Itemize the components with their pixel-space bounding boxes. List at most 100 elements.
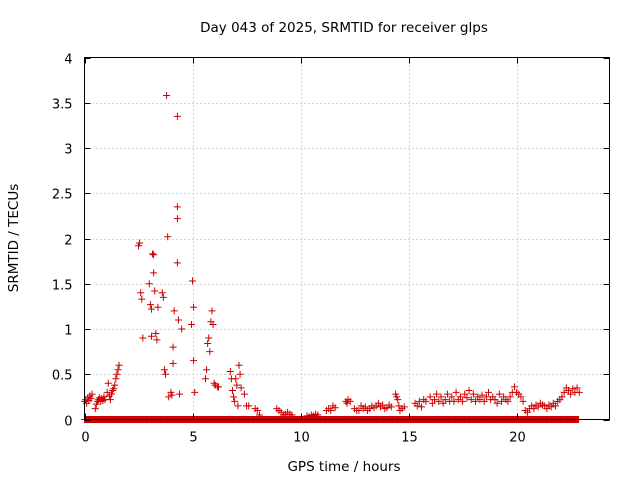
data-point [147,305,155,313]
x-tick-label: 15 [401,431,418,446]
data-point [240,390,248,398]
data-point [469,390,477,398]
data-point [173,259,181,267]
data-point [191,388,199,396]
data-point [169,343,177,351]
data-point [560,388,568,396]
data-point [149,250,157,258]
data-point [450,397,458,405]
data-point [374,399,382,407]
data-point [111,381,119,389]
data-point [110,385,118,393]
data-point [543,405,551,413]
data-point [173,203,181,211]
data-point [169,359,177,367]
data-point [163,92,171,100]
data-point [435,397,443,405]
data-point [170,307,178,315]
data-point [551,402,559,410]
data-point [441,396,449,404]
data-point [567,390,575,398]
tick-labels-layer: 0 0.5 1 1.5 2 2.5 3 3.5 4 0 5 10 15 20 [52,53,526,446]
data-point [147,332,155,340]
data-point [139,334,147,342]
data-point [114,366,122,374]
y-tick-label: 3.5 [52,98,73,113]
data-point [104,379,112,387]
data-point [428,399,436,407]
x-tick-label: 0 [81,431,89,446]
data-point [547,403,555,411]
data-point [413,402,421,410]
data-point [235,361,243,369]
data-point [214,383,222,391]
data-point [178,325,186,333]
data-point [482,393,490,401]
data-point [109,387,117,395]
data-point [115,361,123,369]
data-points-layer [81,92,583,421]
data-point [463,394,471,402]
x-tick-label: 10 [293,431,310,446]
data-point [426,393,434,401]
data-point [206,348,214,356]
data-point [88,390,96,398]
data-point [472,397,480,405]
plot-frame [84,57,610,420]
data-point [331,404,339,412]
data-point [205,334,213,342]
data-point [510,383,518,391]
data-point [150,251,158,259]
data-point [379,401,387,409]
data-point [355,406,363,414]
data-point [150,269,158,277]
data-point [236,370,244,378]
data-point [465,387,473,395]
data-point [162,370,170,378]
data-point [137,289,145,297]
data-point [233,381,241,389]
y-tick-label: 0.5 [52,369,73,384]
data-point [558,393,566,401]
data-point [210,379,218,387]
y-tick-label: 4 [64,53,72,68]
y-tick-label: 2.5 [52,188,73,203]
data-point [361,403,369,411]
data-point [452,388,460,396]
data-point [165,393,173,401]
data-point [136,239,144,247]
data-point [288,411,296,419]
data-point [418,403,426,411]
data-point [190,303,198,311]
data-point [231,397,239,405]
x-axis-label: GPS time / hours [287,459,400,475]
x-tick-label: 5 [189,431,197,446]
data-point [415,397,423,405]
data-point [256,411,263,419]
data-point [152,330,160,338]
data-point [575,388,583,396]
data-point [138,295,146,303]
data-point [480,397,488,405]
y-tick-label: 1.5 [52,279,73,294]
data-point [394,396,402,404]
data-point [151,287,159,295]
data-point [154,303,162,311]
data-point [230,393,238,401]
data-point [208,307,216,315]
data-point [476,396,484,404]
data-point [146,301,154,309]
y-tick-label: 0 [64,415,72,430]
data-point [160,366,168,374]
ticks-layer [84,57,610,421]
data-point [153,336,161,344]
data-point [422,397,430,405]
data-point [493,399,501,407]
data-point [530,405,538,413]
data-point [569,385,577,393]
data-point [209,320,217,328]
y-tick-label: 2 [64,234,72,249]
data-point [201,375,209,383]
data-point [245,402,253,410]
